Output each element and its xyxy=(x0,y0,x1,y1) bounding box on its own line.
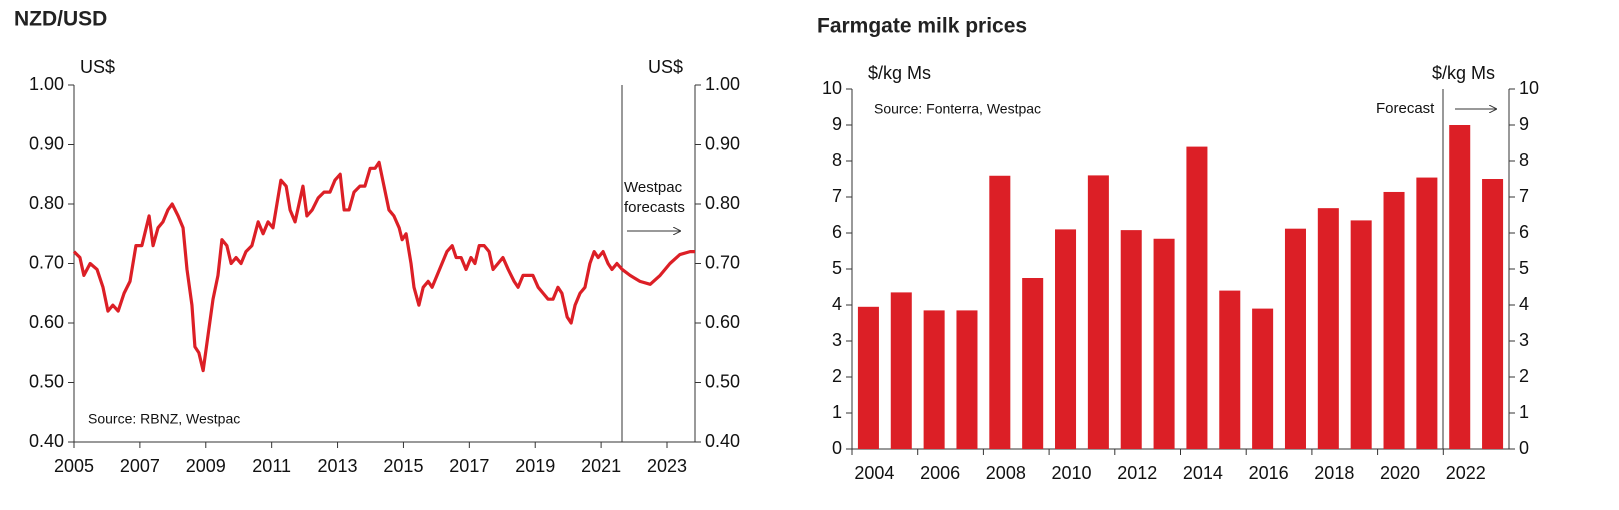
source-note: Source: RBNZ, Westpac xyxy=(88,411,240,427)
x-tick-label: 2012 xyxy=(1117,463,1157,483)
bar xyxy=(1383,191,1405,449)
y-tick-label: 7 xyxy=(832,186,842,206)
y-axis-label: US$ xyxy=(80,57,115,77)
bar xyxy=(1153,238,1175,449)
y2-tick-label: 2 xyxy=(1519,366,1529,386)
y2-tick-label: 7 xyxy=(1519,186,1529,206)
y2-tick-label: 0.40 xyxy=(705,431,740,451)
y-tick-label: 1 xyxy=(832,402,842,422)
x-tick-label: 2005 xyxy=(54,456,94,476)
bar xyxy=(1022,278,1044,449)
x-tick-label: 2009 xyxy=(186,456,226,476)
y-tick-label: 0.70 xyxy=(29,252,64,272)
y2-axis-label: $/kg Ms xyxy=(1432,63,1495,83)
bar xyxy=(857,306,879,449)
y2-tick-label: 0.70 xyxy=(705,252,740,272)
x-tick-label: 2020 xyxy=(1380,463,1420,483)
x-tick-label: 2015 xyxy=(383,456,423,476)
bar xyxy=(1055,229,1077,449)
x-tick-label: 2019 xyxy=(515,456,555,476)
bar xyxy=(1449,125,1471,449)
y-tick-label: 1.00 xyxy=(29,74,64,94)
y-tick-label: 6 xyxy=(832,222,842,242)
y-tick-label: 0.90 xyxy=(29,133,64,153)
y2-tick-label: 6 xyxy=(1519,222,1529,242)
bar xyxy=(989,175,1011,449)
bar xyxy=(1350,220,1372,449)
x-tick-label: 2011 xyxy=(252,456,291,476)
y2-tick-label: 1.00 xyxy=(705,74,740,94)
x-tick-label: 2021 xyxy=(581,456,621,476)
x-tick-label: 2022 xyxy=(1446,463,1486,483)
y-tick-label: 5 xyxy=(832,258,842,278)
y2-axis-label: US$ xyxy=(648,57,683,77)
y2-tick-label: 8 xyxy=(1519,150,1529,170)
bar xyxy=(1317,208,1339,449)
y2-tick-label: 9 xyxy=(1519,114,1529,134)
y-tick-label: 0.50 xyxy=(29,371,64,391)
y2-tick-label: 3 xyxy=(1519,330,1529,350)
y2-tick-label: 0 xyxy=(1519,438,1529,458)
chart-title: NZD/USD xyxy=(14,8,107,31)
y-tick-label: 2 xyxy=(832,366,842,386)
source-note: Source: Fonterra, Westpac xyxy=(874,101,1041,117)
bar xyxy=(1186,146,1208,449)
x-tick-label: 2017 xyxy=(449,456,489,476)
bar xyxy=(1087,175,1109,449)
bar xyxy=(1252,308,1274,449)
annotation: forecasts xyxy=(624,199,685,216)
x-tick-label: 2006 xyxy=(920,463,960,483)
x-tick-label: 2018 xyxy=(1314,463,1354,483)
annotation: Forecast xyxy=(1376,100,1435,117)
x-tick-label: 2008 xyxy=(986,463,1026,483)
y2-tick-label: 0.90 xyxy=(705,133,740,153)
y-tick-label: 0.60 xyxy=(29,312,64,332)
line-series xyxy=(72,160,695,373)
y-tick-label: 10 xyxy=(822,78,842,98)
bar xyxy=(1482,179,1504,449)
bar xyxy=(1120,230,1142,449)
y2-tick-label: 4 xyxy=(1519,294,1529,314)
bar xyxy=(890,292,912,449)
x-tick-label: 2007 xyxy=(120,456,160,476)
y2-tick-label: 5 xyxy=(1519,258,1529,278)
x-tick-label: 2004 xyxy=(854,463,894,483)
y-tick-label: 3 xyxy=(832,330,842,350)
bar xyxy=(1416,177,1438,449)
bar xyxy=(923,310,945,449)
y-axis-label: $/kg Ms xyxy=(868,63,931,83)
x-tick-label: 2010 xyxy=(1052,463,1092,483)
y-tick-label: 0 xyxy=(832,438,842,458)
y2-tick-label: 10 xyxy=(1519,78,1539,98)
x-tick-label: 2013 xyxy=(318,456,358,476)
y2-tick-label: 0.60 xyxy=(705,312,740,332)
y2-tick-label: 0.50 xyxy=(705,371,740,391)
bar xyxy=(956,310,978,449)
y-tick-label: 4 xyxy=(832,294,842,314)
y-tick-label: 0.40 xyxy=(29,431,64,451)
chart-title: Farmgate milk prices xyxy=(817,15,1027,38)
x-tick-label: 2016 xyxy=(1249,463,1289,483)
y-tick-label: 0.80 xyxy=(29,193,64,213)
bar xyxy=(1219,290,1241,449)
y2-tick-label: 1 xyxy=(1519,402,1529,422)
bar xyxy=(1284,228,1306,449)
x-tick-label: 2014 xyxy=(1183,463,1223,483)
x-tick-label: 2023 xyxy=(647,456,687,476)
annotation: Westpac xyxy=(624,179,683,196)
y2-tick-label: 0.80 xyxy=(705,193,740,213)
y-tick-label: 8 xyxy=(832,150,842,170)
y-tick-label: 9 xyxy=(832,114,842,134)
